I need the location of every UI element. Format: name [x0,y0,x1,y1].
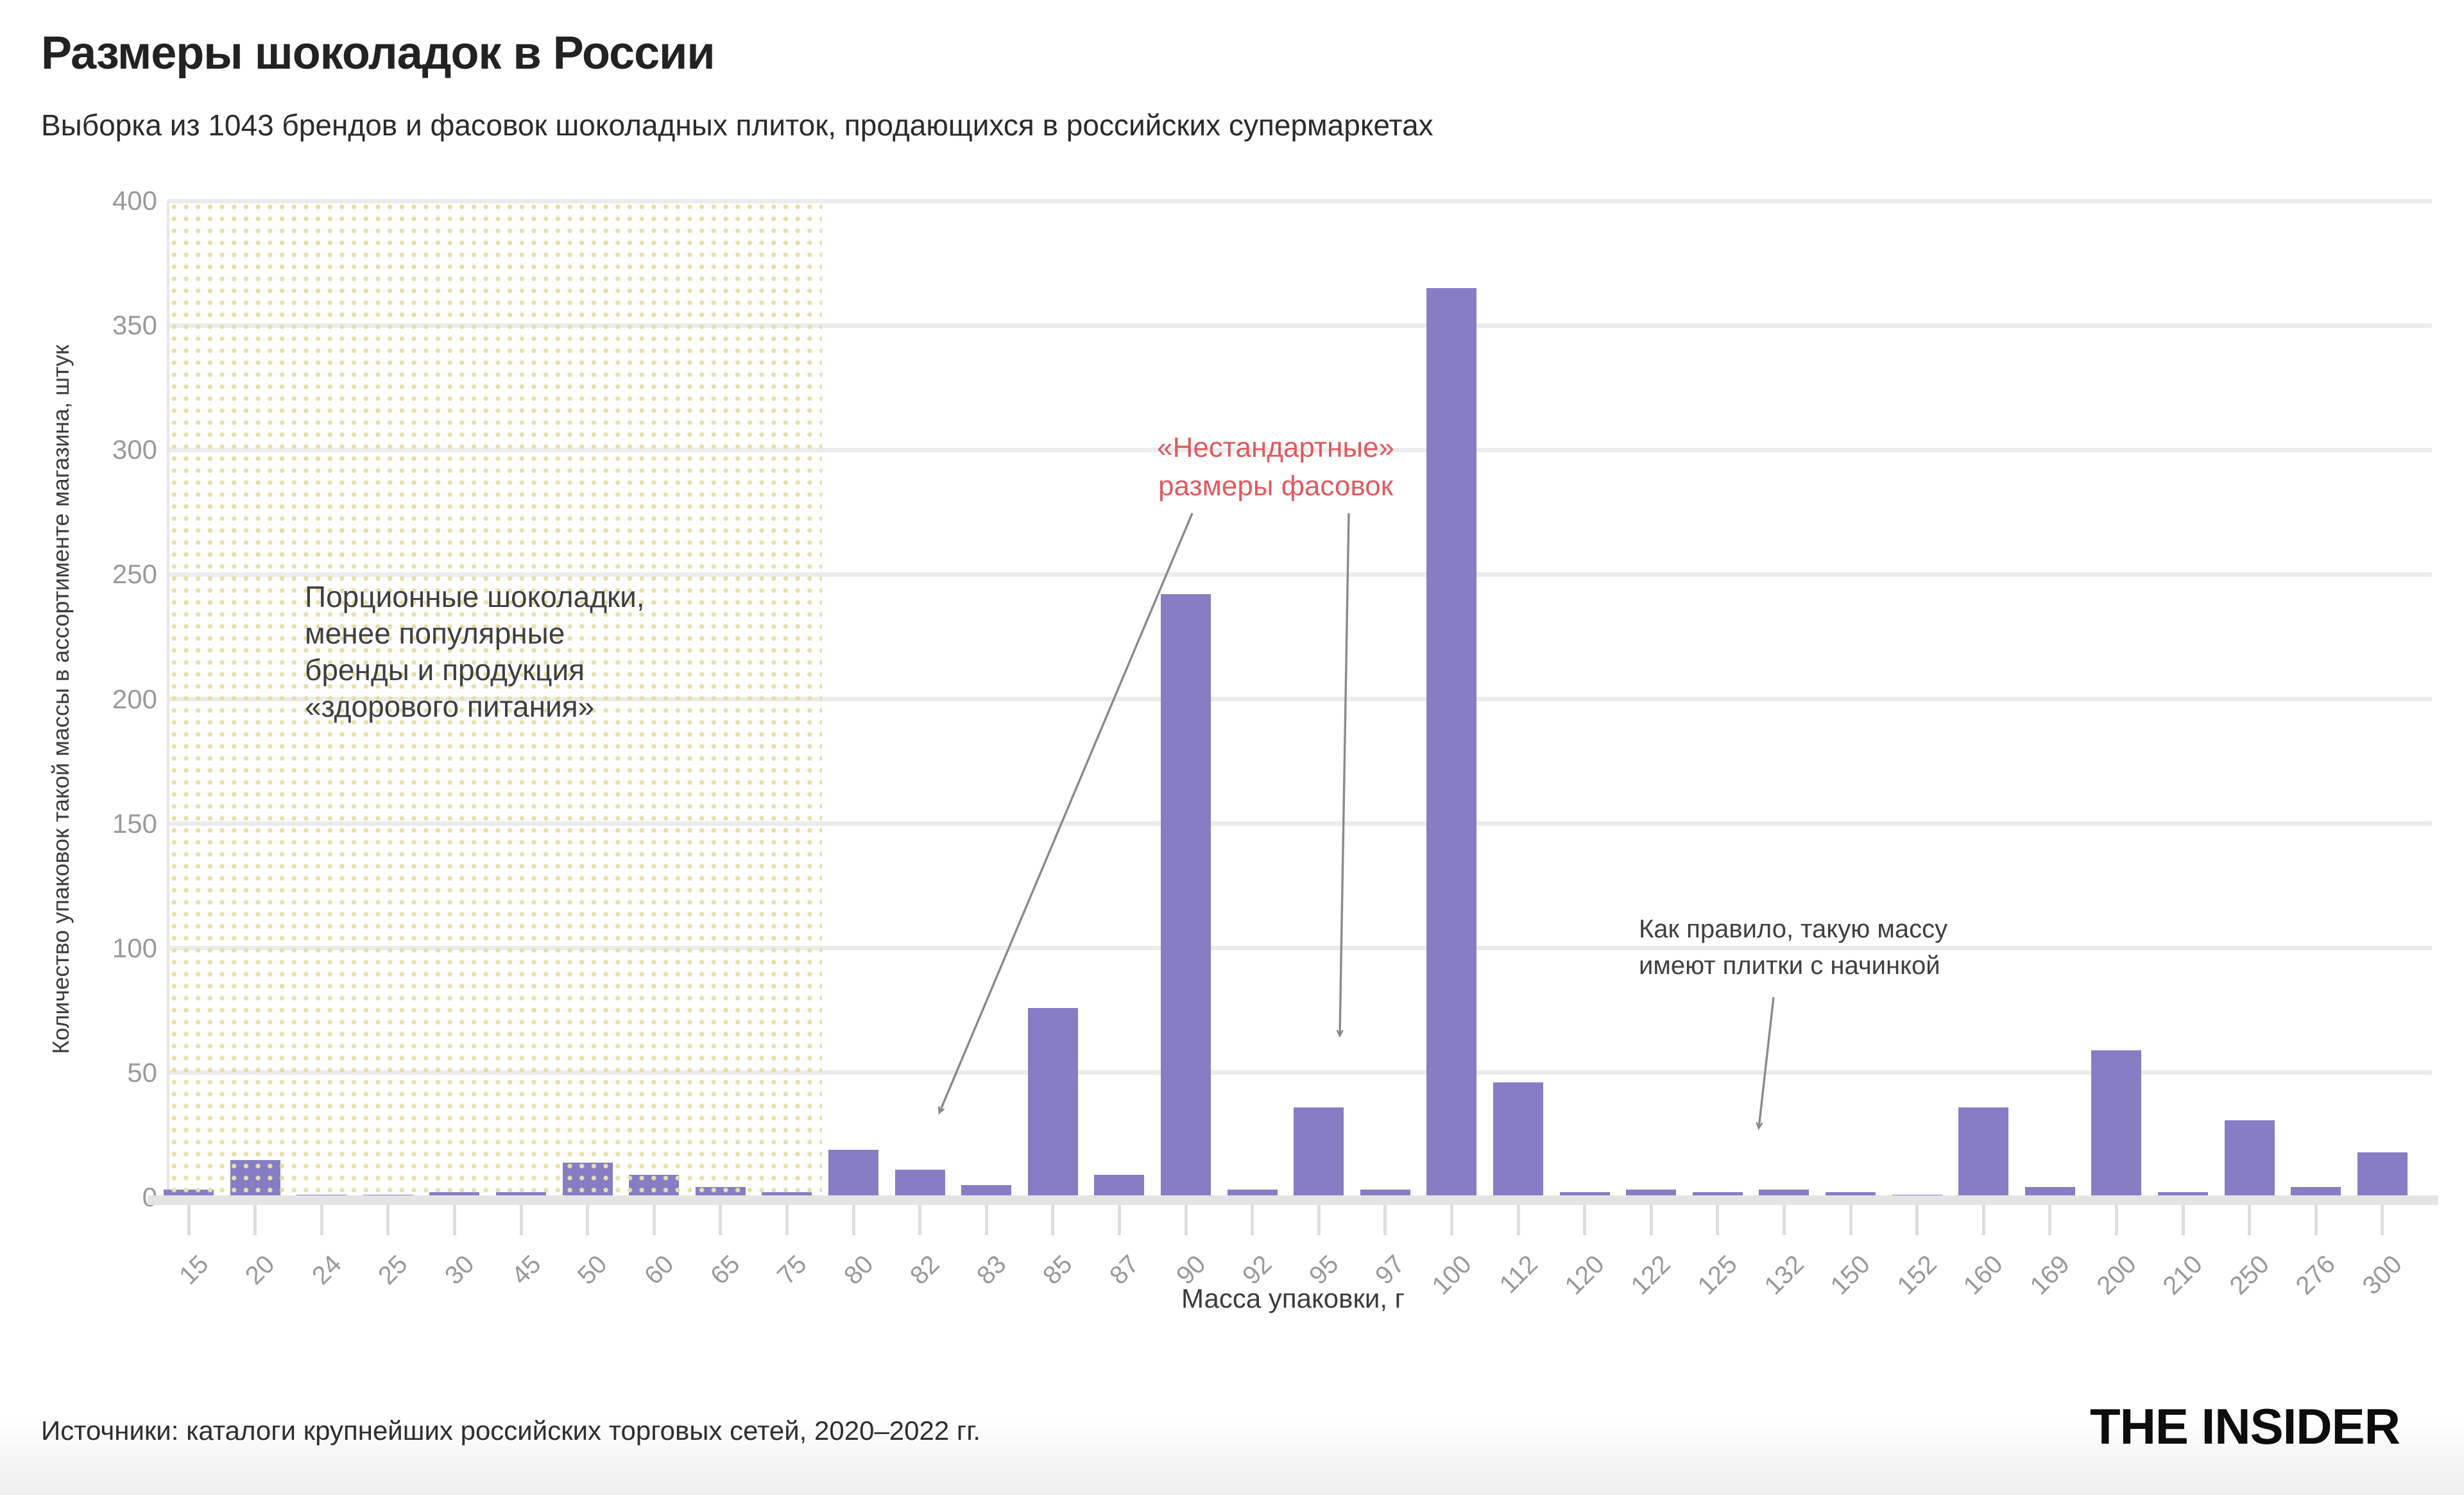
x-tick-112 [1516,1205,1520,1235]
bar-276g [2291,1187,2341,1197]
annotation-nonstandard-note: «Нестандартные» размеры фасовок [1157,432,1394,502]
x-tick-92 [1251,1205,1254,1235]
bar-60g [629,1175,680,1197]
bar-112g [1493,1082,1543,1197]
bar-169g [2024,1187,2075,1197]
y-tick-label-400: 400 [112,185,157,216]
the-insider-logo: THE INSIDER [2089,1398,2400,1455]
bar-100g [1426,287,1477,1197]
x-tick-125 [1716,1205,1720,1235]
y-tick-label-150: 150 [112,808,157,839]
x-tick-80 [851,1205,855,1235]
bar-122g [1626,1190,1677,1197]
x-tick-20 [253,1205,257,1235]
gridline-400 [168,198,2432,203]
x-tick-85 [1051,1205,1055,1235]
x-tick-45 [519,1205,523,1235]
arrow-to-95 [1340,513,1350,1036]
x-tick-60 [652,1205,656,1235]
bar-50g [562,1162,613,1197]
bar-125g [1692,1192,1743,1197]
x-tick-24 [320,1205,323,1235]
y-tick-label-250: 250 [112,559,157,590]
bar-300g [2357,1152,2408,1197]
x-tick-276 [2314,1205,2318,1235]
bar-20g [230,1159,280,1197]
gridline-250 [168,572,2432,577]
x-tick-15 [187,1205,191,1235]
y-axis-line [167,201,169,1197]
gridline-350 [168,323,2432,328]
bar-160g [1958,1107,2009,1197]
bar-250g [2224,1120,2275,1197]
page-title: Размеры шоколадок в России [41,28,715,79]
x-tick-65 [719,1205,723,1235]
x-tick-95 [1317,1205,1321,1235]
bar-210g [2158,1192,2208,1197]
x-tick-75 [785,1205,789,1235]
source-note: Источники: каталоги крупнейших российски… [41,1415,981,1446]
bar-80g [828,1150,878,1197]
x-tick-120 [1583,1205,1587,1235]
x-axis-title: Масса упаковки, г [1181,1283,1405,1313]
x-tick-97 [1383,1205,1387,1235]
bar-95g [1294,1107,1344,1197]
x-tick-87 [1117,1205,1121,1235]
y-tick-label-0: 0 [55,1183,157,1212]
x-tick-100 [1450,1205,1453,1235]
page-subtitle: Выборка из 1043 брендов и фасовок шокола… [41,108,1433,142]
gridline-200 [168,697,2432,701]
bar-120g [1559,1192,1610,1197]
x-tick-160 [1981,1205,1985,1235]
x-tick-25 [386,1205,390,1235]
bar-82g [894,1170,945,1197]
x-tick-82 [918,1205,922,1235]
x-tick-169 [2048,1205,2052,1235]
x-tick-83 [984,1205,988,1235]
arrow-to-132 [1759,996,1775,1128]
bar-87g [1094,1175,1145,1197]
bar-83g [961,1184,1012,1197]
x-tick-50 [586,1205,590,1235]
x-tick-122 [1649,1205,1653,1235]
bar-132g [1759,1190,1810,1197]
y-tick-label-50: 50 [127,1057,157,1088]
bar-85g [1027,1007,1078,1197]
y-axis-title: Количество упаковок такой массы в ассорт… [47,345,74,1054]
gridline-300 [168,447,2432,452]
x-axis-line [148,1195,2438,1205]
gridline-50 [168,1070,2432,1075]
x-tick-250 [2248,1205,2252,1235]
annotation-filled-note: Как правило, такую массу имеют плитки с … [1639,915,1948,980]
x-tick-90 [1184,1205,1188,1235]
y-tick-label-350: 350 [112,310,157,341]
x-tick-300 [2381,1205,2384,1235]
x-tick-152 [1915,1205,1919,1235]
bar-90g [1161,594,1211,1197]
annotation-region-note: Порционные шоколадки, менее популярные б… [305,580,645,723]
x-tick-132 [1782,1205,1786,1235]
y-tick-label-100: 100 [112,932,157,963]
bar-92g [1227,1190,1278,1197]
y-tick-label-200: 200 [112,683,157,714]
x-tick-150 [1849,1205,1852,1235]
x-tick-200 [2114,1205,2118,1235]
gridline-100 [168,946,2432,951]
bar-150g [1826,1192,1876,1197]
bar-200g [2091,1050,2142,1197]
gridline-150 [168,821,2432,826]
y-tick-label-300: 300 [112,434,157,465]
bar-97g [1360,1190,1410,1197]
x-tick-210 [2181,1205,2185,1235]
x-tick-30 [452,1205,456,1235]
